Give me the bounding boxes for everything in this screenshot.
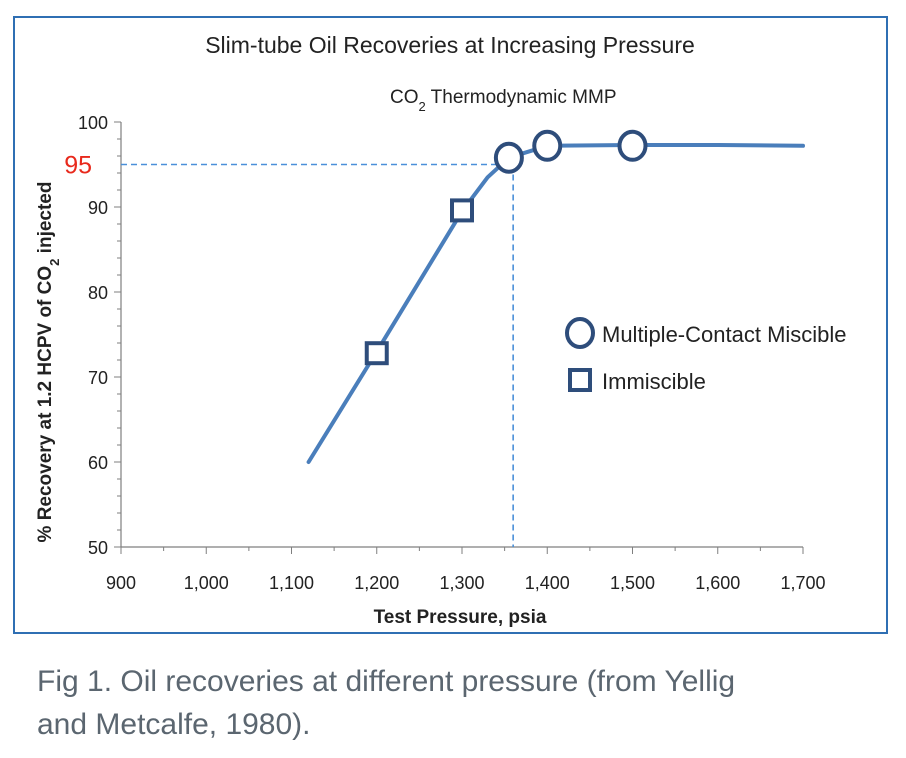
x-tick-label: 1,300: [439, 573, 484, 593]
legend-circle-icon: [565, 317, 595, 349]
x-axis-title: Test Pressure, psia: [374, 607, 547, 628]
x-tick-label: 1,700: [780, 573, 825, 593]
miscible-point: [617, 129, 648, 162]
x-tick-label: 1,100: [269, 573, 314, 593]
y-tick-label: 60: [88, 453, 108, 473]
y-axis-title-part-a: % Recovery at 1.2 HCPV of CO: [35, 266, 56, 543]
chart-labels: Slim-tube Oil Recoveries at Increasing P…: [35, 32, 695, 628]
legend-label: Multiple-Contact Miscible: [602, 322, 847, 347]
y-tick-label: 80: [88, 283, 108, 303]
axes: 50 60 70 80 90 100 900 1,000 1,100 1,200 1,300 1,40…: [78, 113, 826, 593]
mmp-label-subscript: 2: [419, 99, 426, 114]
y-axis-title-part-c: injected: [35, 182, 56, 259]
y-axis-title-subscript: 2: [47, 259, 62, 266]
mmp-y-label: 95: [64, 152, 92, 180]
immiscible-point: [450, 198, 474, 223]
chart-frame: [13, 16, 888, 634]
caption-line-2: and Metcalfe, 1980).: [37, 708, 311, 741]
x-tick-label: 1,200: [354, 573, 399, 593]
x-tick-label: 1,400: [525, 573, 570, 593]
chart-title: Slim-tube Oil Recoveries at Increasing P…: [205, 32, 695, 58]
x-tick-label: 1,000: [184, 573, 229, 593]
figure-caption: Fig 1. Oil recoveries at different press…: [37, 660, 897, 746]
mmp-reference-lines: [121, 163, 514, 547]
legend: Multiple-Contact Miscible Immiscible: [565, 317, 847, 394]
legend-label: Immiscible: [602, 369, 706, 394]
miscible-point: [532, 129, 563, 162]
immiscible-point: [364, 341, 389, 366]
legend-square-icon: [568, 368, 592, 392]
mmp-label-part-a: CO: [390, 87, 419, 108]
marker-layer: [364, 129, 648, 366]
caption-line-1: Fig 1. Oil recoveries at different press…: [37, 665, 736, 698]
y-tick-label: 70: [88, 368, 108, 388]
recovery-curve: [306, 143, 805, 464]
recovery-curve-layer: [306, 143, 805, 464]
mmp-label: CO2 Thermodynamic MMP: [390, 87, 617, 114]
y-tick-label: 50: [88, 538, 108, 558]
x-tick-label: 900: [106, 573, 136, 593]
chart: 50 60 70 80 90 100 900 1,000 1,100 1,200 1,300 1,40…: [35, 32, 847, 628]
y-tick-label: 100: [78, 113, 108, 133]
miscible-point: [493, 141, 524, 174]
x-tick-label: 1,500: [610, 573, 655, 593]
x-tick-label: 1,600: [695, 573, 740, 593]
y-axis-title: % Recovery at 1.2 HCPV of CO2 injected: [35, 182, 62, 543]
y-tick-label: 90: [88, 198, 108, 218]
mmp-label-part-c: Thermodynamic MMP: [426, 87, 617, 108]
